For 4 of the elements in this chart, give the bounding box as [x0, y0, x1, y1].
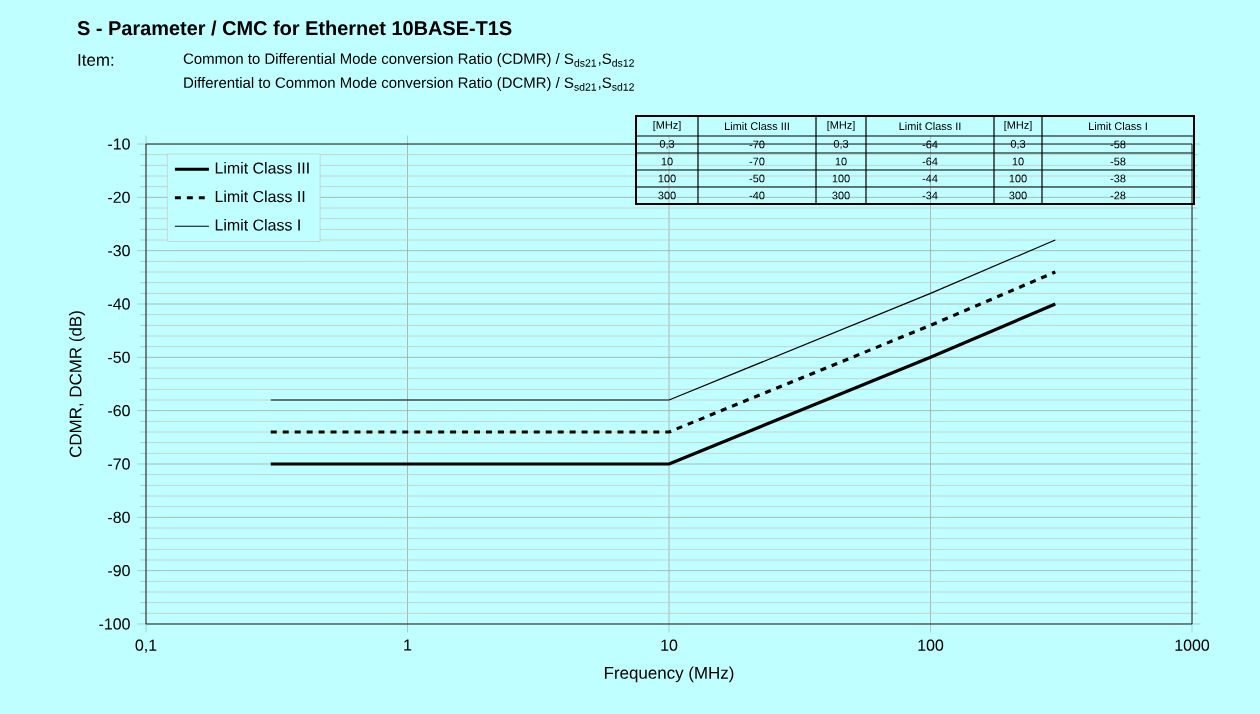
text: Item: — [78, 54, 114, 66]
x-axis-title: Frequency (MHz) — [604, 666, 734, 683]
y-axis-title: CDMR, DCMR (dB) — [69, 311, 85, 457]
chart-title: S - Parameter / CMC for Ethernet 10BASE-T1S — [77, 20, 512, 36]
